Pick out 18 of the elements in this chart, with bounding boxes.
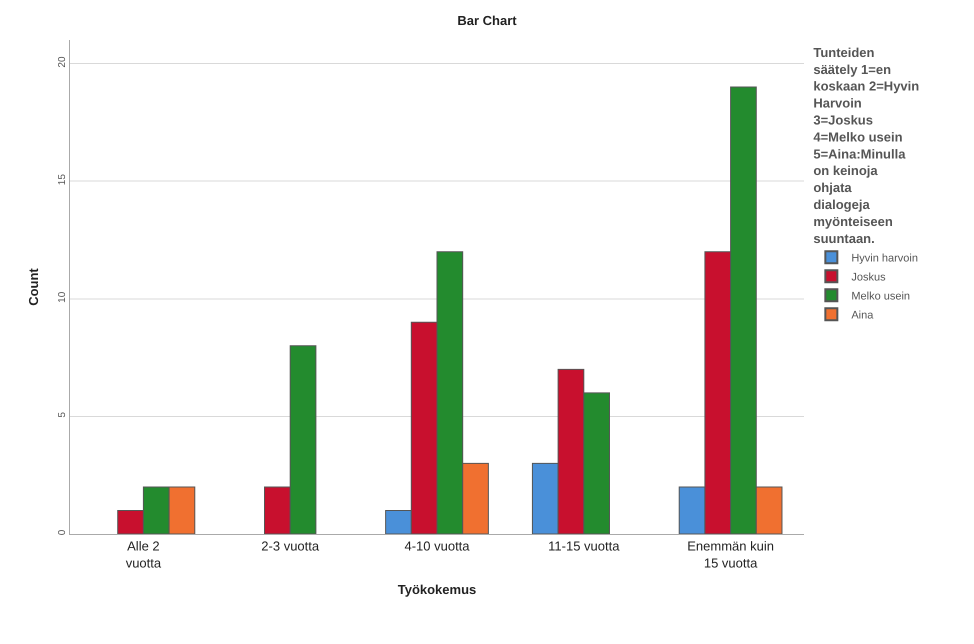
x-tick-label: Alle 2 vuotta — [126, 538, 162, 570]
x-tick-label: Enemmän kuin 15 vuotta — [687, 538, 774, 570]
x-tick-label: 11-15 vuotta — [548, 538, 620, 554]
y-tick-label: 10 — [57, 291, 68, 303]
legend-label: Aina — [851, 310, 874, 322]
x-axis-title: Työkokemus — [398, 582, 476, 598]
legend-label: Hyvin harvoin — [851, 252, 918, 265]
x-tick-label: 4-10 vuotta — [404, 538, 470, 554]
y-tick-label: 0 — [57, 529, 68, 536]
legend-label: Joskus — [851, 272, 886, 284]
chart-title: Bar Chart — [457, 13, 518, 28]
x-tick-label: 2-3 vuotta — [261, 538, 320, 554]
y-tick-label: 5 — [57, 412, 68, 418]
y-tick-label: 20 — [57, 56, 68, 68]
text: Tunteiden säätely 1=en koskaan 2=Hyvin Harvoin 3=Joskus 4=Melko usein 5=Aina:Minulla on keinoja ohjata dialogeja myönteiseen suuntaan. — [813, 44, 920, 246]
legend-label: Melko usein — [851, 290, 910, 303]
y-axis-title: Count — [26, 268, 41, 306]
y-tick-label: 15 — [57, 174, 68, 186]
